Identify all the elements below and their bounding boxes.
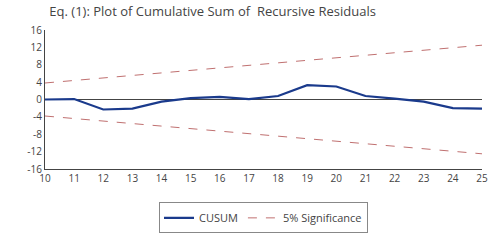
svg-text:20: 20 (331, 171, 343, 185)
svg-text:5% Significance: 5% Significance (283, 210, 362, 225)
svg-text:-4: -4 (33, 109, 42, 123)
svg-text:-12: -12 (27, 144, 42, 158)
svg-text:8: 8 (36, 57, 42, 71)
svg-text:4: 4 (36, 75, 42, 89)
svg-text:15: 15 (185, 171, 197, 185)
svg-text:11: 11 (68, 171, 79, 185)
svg-text:16: 16 (31, 23, 43, 37)
svg-text:-16: -16 (27, 162, 42, 176)
svg-text:12: 12 (31, 40, 43, 54)
svg-text:25: 25 (476, 171, 488, 185)
svg-text:17: 17 (243, 171, 255, 185)
svg-text:13: 13 (127, 171, 139, 185)
svg-text:23: 23 (418, 171, 430, 185)
svg-text:0: 0 (36, 92, 42, 106)
svg-text:21: 21 (360, 171, 371, 185)
svg-text:14: 14 (156, 171, 168, 185)
svg-text:12: 12 (98, 171, 110, 185)
svg-text:18: 18 (272, 171, 284, 185)
svg-text:19: 19 (301, 171, 313, 185)
svg-text:16: 16 (214, 171, 226, 185)
svg-text:Eq. (1): Plot of Cumulative Su: Eq. (1): Plot of Cumulative Sum of Recur… (49, 2, 376, 20)
svg-text:10: 10 (39, 171, 51, 185)
svg-text:22: 22 (389, 171, 401, 185)
svg-text:CUSUM: CUSUM (199, 210, 238, 225)
svg-text:-8: -8 (33, 127, 42, 141)
svg-text:24: 24 (447, 171, 459, 185)
